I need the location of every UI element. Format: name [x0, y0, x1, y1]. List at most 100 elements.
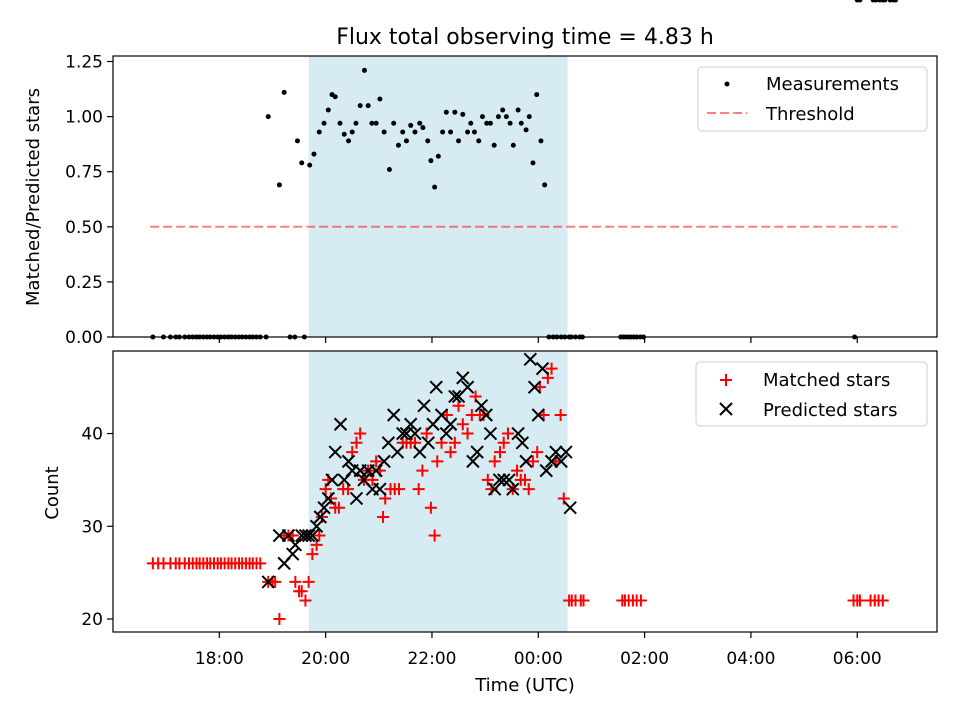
- measurement-point: [518, 120, 524, 126]
- top-y-tick-label: 0.25: [65, 273, 103, 293]
- measurement-point: [440, 129, 446, 135]
- predicted-star-point: [527, 380, 542, 394]
- measurement-point: [460, 111, 466, 117]
- figure-title: Flux total observing time = 4.83 h: [336, 25, 714, 50]
- matched-star-point: [494, 446, 507, 459]
- predicted-star-point: [474, 399, 489, 413]
- predicted-star-point: [559, 445, 573, 459]
- x-tick-label: 06:00: [833, 649, 882, 669]
- legend-predicted-label: Predicted stars: [763, 400, 897, 421]
- measurement-point: [484, 120, 490, 126]
- measurement-point: [526, 114, 532, 120]
- measurement-point: [373, 120, 379, 126]
- measurement-point: [476, 138, 482, 144]
- measurement-point: [452, 109, 458, 115]
- matched-star-point: [545, 362, 558, 375]
- measurement-point: [353, 120, 359, 126]
- top-y-tick-label: 1.00: [65, 108, 103, 128]
- predicted-star-point: [429, 380, 443, 394]
- measurement-point: [357, 103, 363, 109]
- measurement-point: [503, 114, 509, 120]
- matched-star-point: [431, 455, 444, 468]
- legend-measurements-label: Measurements: [766, 74, 899, 95]
- predicted-star-point: [554, 454, 568, 469]
- measurement-point: [456, 138, 462, 144]
- matched-star-point: [424, 501, 437, 514]
- measurement-point: [515, 107, 521, 113]
- measurement-points: [150, 0, 899, 340]
- measurement-point: [534, 92, 540, 98]
- bottom-panel: 20 30 40 18:00 20:00 22:00 00:00 02:00 04:00 06:…: [42, 351, 938, 696]
- x-tick-label: 02:00: [620, 649, 669, 669]
- predicted-star-point: [515, 436, 530, 450]
- predicted-star-point: [511, 426, 525, 441]
- bottom-x-ticks: 18:00 20:00 22:00 00:00 02:00 04:00 06:00: [195, 632, 882, 669]
- matched-star-point: [488, 455, 501, 468]
- matched-star-point: [332, 501, 345, 514]
- measurement-point: [417, 120, 423, 126]
- measurement-point: [468, 120, 474, 126]
- x-tick-label: 20:00: [301, 649, 350, 669]
- matched-star-point: [428, 529, 441, 542]
- measurement-point: [448, 129, 454, 135]
- x-tick-label: 22:00: [407, 649, 456, 669]
- matched-star-point: [289, 575, 302, 588]
- matched-star-point: [295, 585, 308, 598]
- measurement-point: [412, 129, 418, 135]
- top-x-ticks: [218, 337, 858, 343]
- measurement-point: [857, 0, 863, 3]
- x-axis-label: Time (UTC): [474, 675, 575, 696]
- predicted-star-point: [341, 454, 356, 469]
- matched-star-point: [577, 594, 590, 607]
- top-y-tick-label: 0.50: [65, 218, 103, 238]
- matched-star-point: [511, 464, 524, 477]
- matched-star-point: [313, 529, 326, 542]
- matched-star-point: [497, 436, 510, 449]
- measurement-point: [893, 0, 899, 3]
- top-y-tick-label: 0.75: [65, 163, 103, 183]
- measurement-point: [471, 129, 477, 135]
- predicted-star-point: [309, 519, 324, 533]
- measurement-point: [307, 162, 313, 168]
- measurement-point: [294, 138, 300, 144]
- matched-star-point: [526, 455, 539, 468]
- measurement-point: [882, 0, 888, 3]
- measurement-point: [538, 138, 544, 144]
- predicted-star-point: [333, 417, 348, 431]
- measurement-point: [346, 138, 352, 144]
- predicted-star-point: [523, 352, 538, 367]
- predicted-star-point: [325, 473, 339, 487]
- predicted-star-point: [421, 436, 435, 450]
- bottom-shaded-region: [308, 351, 568, 632]
- predicted-star-point: [328, 445, 342, 459]
- predicted-star-point: [349, 491, 364, 506]
- matched-star-point: [350, 436, 363, 449]
- matched-star-point: [876, 594, 889, 607]
- predicted-star-point: [502, 473, 516, 487]
- top-panel: 0.00 0.25 0.50 0.75 1.00 1.25 Matched/Predict…: [23, 0, 938, 348]
- measurement-point: [381, 129, 387, 135]
- top-y-ticks: 0.00 0.25 0.50 0.75 1.00 1.25: [65, 53, 113, 348]
- measurement-point: [265, 114, 271, 120]
- matched-star-point: [341, 483, 354, 496]
- measurement-point: [361, 67, 367, 73]
- measurement-point: [465, 129, 471, 135]
- predicted-star-point: [535, 361, 550, 376]
- matched-star-point: [269, 575, 282, 588]
- matched-star-point: [354, 427, 367, 440]
- measurement-point: [341, 131, 347, 137]
- predicted-star-point: [321, 491, 336, 506]
- predicted-star-point: [492, 473, 507, 487]
- matched-star-point: [554, 408, 567, 421]
- bottom-legend: Matched stars Predicted stars: [695, 361, 928, 427]
- measurement-point: [391, 120, 397, 126]
- measurement-point: [425, 138, 431, 144]
- measurement-point: [487, 120, 493, 126]
- matched-star-point: [416, 464, 429, 477]
- matched-star-point: [531, 446, 544, 459]
- predicted-star-point: [305, 528, 320, 543]
- matched-star-point: [452, 399, 465, 412]
- measurement-point: [321, 120, 327, 126]
- matched-star-point: [412, 483, 425, 496]
- measurement-point: [428, 158, 434, 164]
